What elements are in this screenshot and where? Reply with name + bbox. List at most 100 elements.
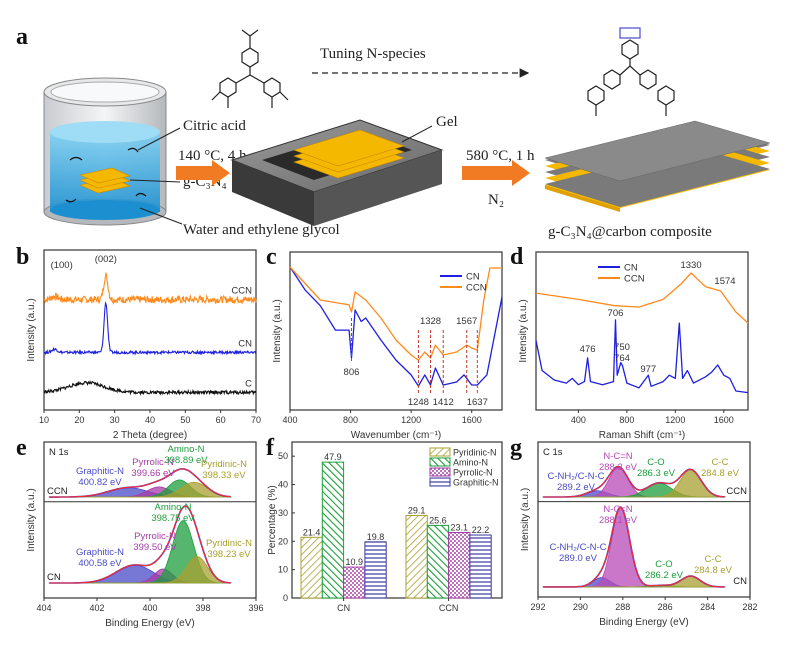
x-tick-label: 70: [251, 415, 261, 425]
x-tick-label: 284: [700, 602, 715, 612]
layered-composite-icon: [544, 120, 771, 212]
bar-ccn-graphitic-n: [469, 534, 492, 599]
sample-label-ccn: CCN: [726, 486, 747, 497]
fit-envelope-ccn: [49, 468, 231, 498]
c-curve-ccn: [289, 266, 502, 361]
gel-label: Gel: [436, 114, 458, 130]
bar-value-label: 22.2: [472, 525, 490, 535]
component-energy-label: 400.82 eV: [78, 477, 122, 488]
legend-label: Pyridinic-N: [453, 448, 497, 458]
bar-value-label: 10.9: [345, 557, 363, 567]
legend-label: Pyrrolic-N: [453, 468, 493, 478]
legend-label: CCN: [624, 274, 645, 285]
legend-label: CN: [466, 272, 480, 283]
bar-value-label: 25.6: [429, 515, 447, 525]
fit-envelope-cn: [49, 505, 231, 584]
raman-peak-label: 476: [580, 344, 596, 355]
x-axis-label: Raman Shift (cm⁻¹): [599, 430, 685, 441]
gcn-pointer: [129, 179, 181, 183]
x-tick-label: 1200: [665, 415, 685, 425]
component-energy-label: 398.23 eV: [207, 549, 251, 560]
c-curve-cn: [289, 266, 503, 387]
x-tick-label: 282: [742, 602, 757, 612]
citric-acid-pointer: [137, 127, 181, 151]
bar-ccn-amino-n: [426, 524, 450, 599]
y-axis-label: Intensity (a.u.): [26, 298, 37, 361]
y-axis-label: Percentage (%): [267, 485, 278, 554]
band-label: 1328: [420, 316, 441, 327]
tray-with-gel-icon: [230, 119, 444, 226]
legend-swatch-pyrrolic-n: [429, 467, 451, 477]
product-label: g-C₃N₄@carbon composite: [548, 224, 712, 240]
bar-value-label: 47.9: [324, 452, 342, 462]
component-name-label: Amino-N: [155, 502, 192, 513]
solvent-label: Water and ethylene glycol: [183, 222, 340, 238]
panel-a-schematic: a Tuning N-species: [16, 24, 771, 240]
panel-label-c: c: [266, 244, 277, 270]
component-name-label: Graphitic-N: [76, 466, 124, 477]
doped-heptazine-molecule-icon: [587, 27, 675, 116]
solvent-pointer: [139, 207, 183, 225]
citric-acid-label: Citric acid: [183, 118, 246, 134]
x-tick-label: 60: [216, 415, 226, 425]
component-energy-label: 399.50 eV: [133, 542, 177, 553]
x-tick-label: 40: [145, 415, 155, 425]
bar-ccn-pyrrolic-n: [448, 531, 471, 599]
component-name-label: N-C=N: [603, 451, 632, 462]
panel-label-d: d: [510, 244, 524, 270]
bar-value-label: 21.4: [303, 527, 321, 537]
x-tick-label: 398: [195, 603, 210, 613]
xrd-curve-ccn: [43, 271, 257, 306]
step1-condition-label: 140 °C, 4 h: [178, 148, 247, 164]
x-tick-label: 400: [142, 603, 157, 613]
component-name-label: C-O: [647, 457, 664, 468]
bar-cn-graphitic-n: [364, 541, 387, 599]
bar-cn-amino-n: [321, 461, 345, 599]
panel-label-e: e: [16, 435, 27, 461]
core-level-title: N 1s: [49, 447, 69, 458]
x-tick-label: 50: [180, 415, 190, 425]
y-tick-label: 20: [278, 536, 288, 546]
plot-frame-f: [291, 441, 503, 599]
xrd-curve-c: [43, 380, 257, 397]
gel-pointer: [401, 125, 433, 143]
band-label: 806: [344, 367, 360, 378]
y-axis-label: Intensity (a.u.): [520, 488, 531, 551]
panel-label-f: f: [266, 435, 275, 461]
series-label-ccn: CCN: [231, 286, 252, 297]
component-name-label: C-NH₂/C-N-C: [550, 542, 607, 553]
bar-cn-pyridinic-n: [300, 536, 323, 599]
legend-swatch-pyridinic-n: [429, 447, 451, 457]
x-tick-label: 800: [343, 415, 358, 425]
x-tick-label: 292: [530, 602, 545, 612]
y-axis-label: Intensity (a.u.): [518, 299, 529, 362]
category-label: CN: [337, 603, 350, 613]
y-tick-label: 50: [278, 451, 288, 461]
peak-label-100: (100): [51, 260, 73, 271]
category-label: CCN: [439, 603, 459, 613]
x-tick-label: 288: [615, 602, 630, 612]
component-energy-label: 284.8 eV: [701, 468, 740, 479]
step2-condition-label: 580 °C, 1 h: [466, 148, 535, 164]
raman-peak-label: 1574: [714, 276, 735, 287]
band-label: 1248: [408, 397, 429, 408]
y-tick-label: 10: [278, 565, 288, 575]
component-name-label: Pyridinic-N: [206, 538, 252, 549]
gcn-sheets-in-beaker: [79, 167, 131, 194]
legend-label: Graphitic-N: [453, 478, 499, 488]
x-axis-label: Wavenumber (cm⁻¹): [351, 430, 441, 441]
component-name-label: Pyrrolic-N: [134, 531, 176, 542]
tuning-n-species-text: Tuning N-species: [320, 46, 426, 62]
band-label: 1637: [467, 397, 488, 408]
raman-peak-label: 750: [614, 342, 630, 353]
plot-frame-g: [537, 441, 751, 598]
plot-frame-d: [535, 251, 749, 411]
core-level-title: C 1s: [543, 447, 563, 458]
d-curve-ccn: [535, 272, 749, 324]
legend-label: CN: [624, 263, 638, 274]
charts: 10 20 30 40 50 60 70 2 Theta (degree) Intensity …: [26, 249, 758, 629]
component-name-label: C-C: [712, 457, 729, 468]
x-tick-label: 1200: [401, 415, 421, 425]
peak-label-002: (002): [95, 254, 117, 265]
